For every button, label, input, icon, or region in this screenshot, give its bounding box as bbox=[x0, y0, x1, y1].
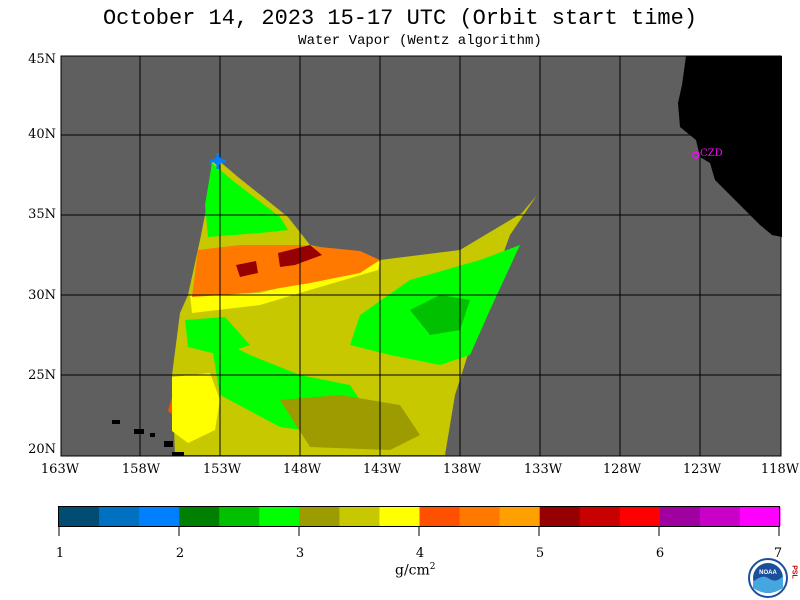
coastline-land bbox=[678, 56, 782, 237]
colorbar-swatch bbox=[99, 507, 140, 526]
colorbar-tick-label: 2 bbox=[175, 546, 185, 561]
lat-label: 20N bbox=[28, 442, 56, 457]
water-vapor-map: CZD bbox=[60, 55, 782, 457]
swath-green-north bbox=[205, 163, 288, 237]
hawaii-islands bbox=[112, 420, 184, 456]
colorbar-swatch bbox=[419, 507, 461, 526]
colorbar-swatches bbox=[59, 507, 781, 526]
lat-label: 25N bbox=[28, 368, 56, 383]
swath-orange-band bbox=[192, 245, 380, 297]
lon-label: 118W bbox=[760, 462, 800, 477]
colorbar-swatch bbox=[59, 507, 100, 526]
colorbar-swatch bbox=[659, 507, 701, 526]
marker-dot bbox=[214, 157, 222, 165]
logo-text: NOAA bbox=[759, 570, 777, 576]
swath-dark-green bbox=[410, 295, 470, 335]
lon-label: 148W bbox=[282, 462, 322, 477]
colorbar-swatch bbox=[499, 507, 541, 526]
swath-olive bbox=[280, 395, 420, 450]
colorbar-frame bbox=[58, 506, 780, 527]
lon-label: 123W bbox=[682, 462, 722, 477]
colorbar-swatch bbox=[219, 507, 260, 526]
colorbar-swatch bbox=[379, 507, 420, 526]
swath-yellow-south bbox=[172, 373, 220, 443]
units-exponent: 2 bbox=[429, 562, 436, 572]
colorbar-units: g/cm2 bbox=[395, 562, 436, 579]
colorbar-swatch bbox=[459, 507, 501, 526]
lat-label: 45N bbox=[28, 52, 56, 67]
colorbar-swatch bbox=[139, 507, 180, 526]
units-base: g/cm bbox=[395, 562, 430, 579]
colorbar-swatch bbox=[299, 507, 340, 526]
station-label: CZD bbox=[700, 148, 723, 159]
colorbar-swatch bbox=[259, 507, 300, 526]
island bbox=[112, 420, 120, 424]
colorbar bbox=[58, 506, 781, 536]
logo-wave bbox=[753, 576, 783, 593]
lat-label: 40N bbox=[28, 127, 56, 142]
colorbar-swatch bbox=[539, 507, 581, 526]
lon-label: 138W bbox=[442, 462, 482, 477]
station-marker-icon bbox=[692, 151, 700, 159]
colorbar-tick-label: 7 bbox=[773, 546, 783, 561]
lon-label: 133W bbox=[523, 462, 563, 477]
map-frame bbox=[60, 55, 782, 457]
colorbar-ticks bbox=[58, 527, 780, 536]
grid-lines bbox=[61, 56, 781, 456]
swath-green-sw bbox=[185, 317, 250, 355]
colorbar-swatch bbox=[619, 507, 661, 526]
lon-label: 153W bbox=[202, 462, 242, 477]
map-subtitle: Water Vapor (Wentz algorithm) bbox=[298, 33, 542, 49]
lat-label: 35N bbox=[28, 207, 56, 222]
map-title: October 14, 2023 15-17 UTC (Orbit start … bbox=[102, 6, 698, 31]
noaa-logo: NOAA PSL bbox=[748, 558, 798, 598]
lon-label: 143W bbox=[362, 462, 402, 477]
colorbar-swatch bbox=[339, 507, 380, 526]
station-marker: CZD bbox=[692, 148, 723, 159]
island bbox=[172, 452, 184, 456]
colorbar-swatch bbox=[179, 507, 220, 526]
swath-dark-red-patch-2 bbox=[236, 261, 258, 277]
colorbar-tick-label: 5 bbox=[535, 546, 545, 561]
data-swath bbox=[168, 160, 537, 455]
colorbar-tick-label: 4 bbox=[415, 546, 425, 561]
colorbar-swatch bbox=[579, 507, 621, 526]
island bbox=[134, 429, 144, 434]
island bbox=[164, 441, 173, 447]
lon-label: 128W bbox=[602, 462, 642, 477]
colorbar-tick-label: 3 bbox=[295, 546, 305, 561]
lon-label: 158W bbox=[121, 462, 161, 477]
logo-side-letters: PSL bbox=[791, 565, 798, 579]
lon-label: 163W bbox=[40, 462, 80, 477]
blue-marker-icon bbox=[210, 153, 226, 169]
colorbar-swatch bbox=[699, 507, 741, 526]
colorbar-tick-label: 6 bbox=[655, 546, 665, 561]
island bbox=[150, 433, 155, 437]
colorbar-swatch bbox=[739, 507, 781, 526]
colorbar-tick-label: 1 bbox=[55, 546, 65, 561]
lat-label: 30N bbox=[28, 288, 56, 303]
